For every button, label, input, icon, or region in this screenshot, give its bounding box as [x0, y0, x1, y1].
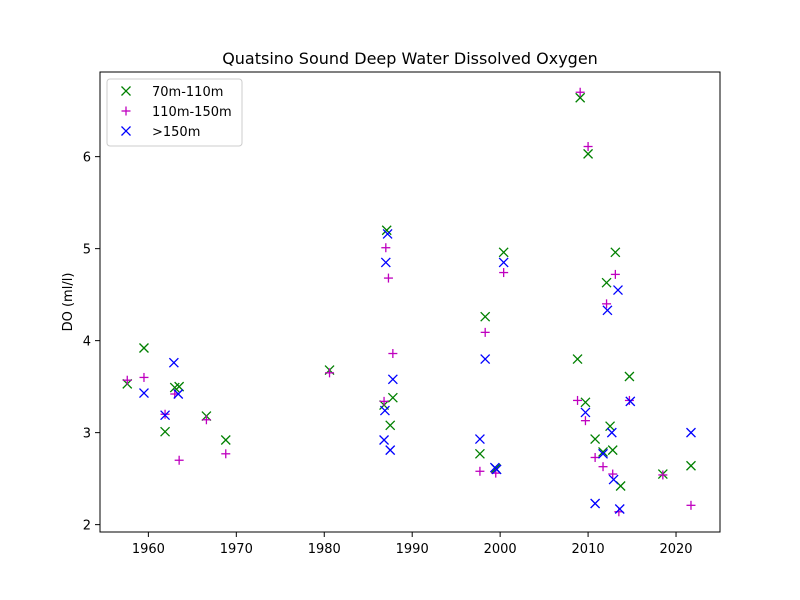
- x-tick-label: 1970: [220, 542, 253, 557]
- data-point-series-1: [608, 469, 618, 479]
- data-point-series-2: [385, 445, 396, 456]
- data-point-series-1: [573, 395, 583, 405]
- data-point-series-2: [580, 407, 591, 418]
- x-tick-label: 2000: [484, 542, 517, 557]
- data-point-series-2: [379, 405, 390, 416]
- data-point-series-2: [608, 474, 619, 485]
- legend-label: 110m-150m: [152, 105, 232, 120]
- data-point-series-0: [575, 92, 586, 103]
- data-point-series-2: [168, 357, 179, 368]
- data-point-series-2: [379, 435, 390, 445]
- data-point-series-0: [385, 420, 396, 431]
- data-point-series-2: [613, 285, 623, 295]
- data-point-series-2: [160, 410, 171, 421]
- data-point-series-0: [220, 435, 231, 445]
- data-point-series-0: [498, 247, 509, 258]
- y-axis-label: DO (ml/l): [61, 273, 76, 332]
- data-point-series-2: [380, 257, 391, 268]
- data-point-series-1: [575, 87, 585, 97]
- data-point-series-1: [139, 372, 149, 382]
- data-point-series-1: [658, 470, 668, 480]
- data-point-series-0: [607, 445, 618, 456]
- data-point-series-1: [174, 455, 184, 465]
- data-point-series-0: [583, 148, 594, 159]
- data-point-series-0: [605, 421, 616, 432]
- data-point-series-0: [139, 343, 149, 353]
- data-point-series-2: [173, 389, 184, 399]
- data-point-series-0: [624, 371, 635, 382]
- data-point-series-0: [590, 434, 601, 445]
- data-point-series-2: [614, 504, 625, 514]
- data-point-series-0: [387, 392, 398, 403]
- data-point-series-0: [480, 311, 491, 322]
- data-point-series-1: [381, 243, 391, 253]
- legend-label: >150m: [152, 125, 200, 140]
- y-tick-label: 4: [83, 335, 91, 350]
- data-point-series-1: [201, 415, 211, 425]
- data-point-series-2: [498, 257, 509, 268]
- data-point-series-1: [598, 462, 608, 472]
- data-point-series-1: [602, 299, 612, 309]
- x-axis: 1960 1970 1980 1990 2000 2010 2020: [132, 532, 693, 557]
- y-tick-label: 3: [83, 427, 91, 442]
- legend-marker-2: [121, 126, 131, 136]
- data-point-series-0: [598, 447, 608, 457]
- data-point-series-2: [686, 427, 696, 438]
- data-point-series-2: [625, 396, 636, 407]
- y-axis: 2 3 4 5 6: [83, 151, 100, 534]
- data-point-series-1: [499, 268, 509, 278]
- data-point-series-1: [480, 327, 490, 337]
- data-point-series-0: [580, 397, 591, 408]
- legend-marker-0: [121, 86, 131, 96]
- x-tick-label: 2020: [659, 542, 692, 557]
- legend-box: [106, 78, 243, 147]
- data-point-series-1: [475, 466, 485, 476]
- legend-marker-1: [121, 106, 131, 116]
- data-point-series-2: [474, 434, 485, 445]
- data-point-series-2: [387, 374, 398, 385]
- data-point-series-1: [122, 375, 132, 385]
- data-point-series-2: [139, 388, 149, 399]
- data-point-series-0: [381, 225, 392, 236]
- data-point-series-1: [325, 368, 335, 378]
- chart-title: Quatsino Sound Deep Water Dissolved Oxyg…: [222, 49, 598, 68]
- y-tick-label: 5: [83, 243, 91, 258]
- data-point-series-1: [388, 349, 398, 359]
- data-point-series-0: [610, 247, 621, 258]
- data-point-series-2: [602, 305, 613, 316]
- data-point-series-1: [160, 409, 170, 419]
- data-point-series-1: [610, 269, 620, 279]
- x-tick-label: 1980: [308, 542, 341, 557]
- data-point-series-1: [686, 500, 696, 510]
- data-point-series-0: [474, 448, 485, 459]
- plot-frame: [99, 71, 721, 533]
- data-point-series-2: [606, 427, 617, 438]
- data-point-series-0: [601, 277, 612, 288]
- data-point-series-0: [686, 460, 696, 471]
- data-point-series-1: [583, 142, 593, 152]
- y-tick-label: 6: [83, 151, 91, 166]
- x-tick-label: 2010: [572, 542, 605, 557]
- data-point-series-1: [379, 396, 389, 406]
- data-point-series-2: [382, 228, 393, 239]
- data-point-series-2: [480, 354, 491, 364]
- data-point-series-2: [491, 464, 502, 475]
- data-point-series-1: [590, 452, 600, 462]
- data-point-series-1: [580, 416, 590, 426]
- legend-label: 70m-110m: [152, 85, 223, 100]
- data-point-series-1: [221, 449, 231, 459]
- x-tick-label: 1990: [396, 542, 429, 557]
- data-point-series-2: [590, 498, 601, 509]
- data-point-series-0: [160, 426, 171, 437]
- legend: 70m-110m 110m-150m >150m: [106, 78, 243, 147]
- y-tick-label: 2: [83, 519, 91, 534]
- data-point-series-1: [383, 273, 393, 283]
- data-points: [122, 87, 696, 517]
- data-point-series-0: [572, 354, 583, 364]
- data-point-series-2: [598, 448, 608, 459]
- x-tick-label: 1960: [132, 542, 165, 557]
